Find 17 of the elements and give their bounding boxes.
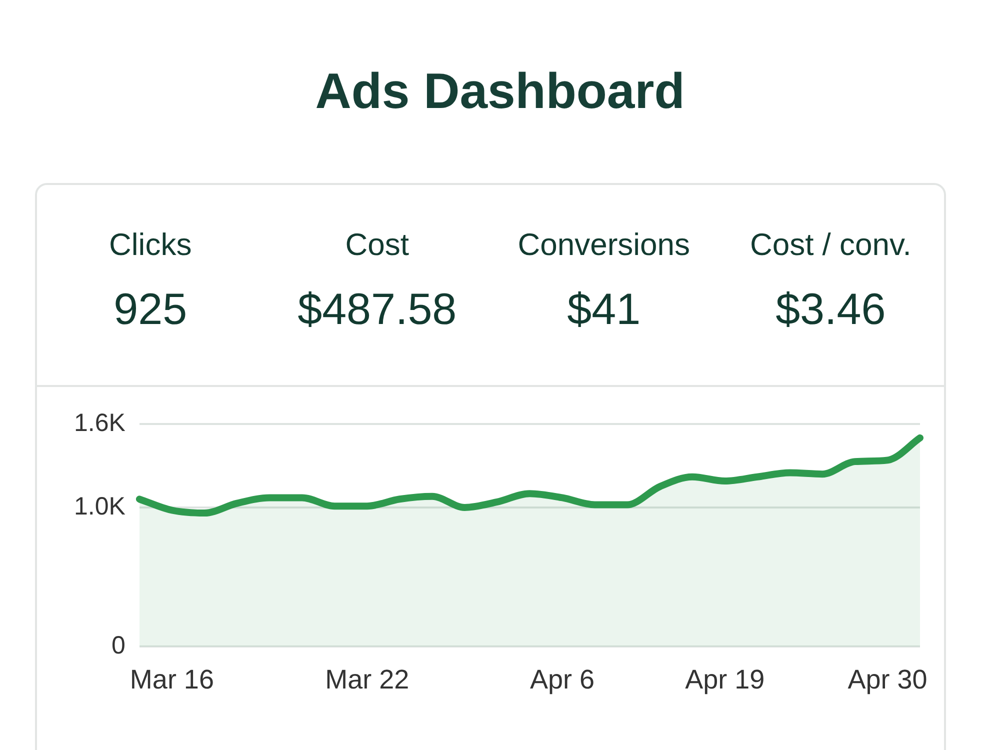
text: Clicks — [108, 227, 193, 263]
text: Conversions — [516, 227, 692, 263]
text: Cost — [344, 227, 410, 263]
y-tick-label: 1.0K — [74, 492, 126, 520]
text: 925 — [112, 285, 188, 335]
y-tick-label: 1.6K — [74, 408, 126, 437]
x-tick-label: Mar 16 — [130, 664, 214, 694]
text: Cost / conv. — [748, 227, 912, 263]
text: $487.58 — [296, 285, 458, 335]
x-tick-label: Apr 6 — [530, 664, 595, 694]
text: $3.46 — [774, 285, 887, 335]
text: $41 — [566, 285, 642, 335]
x-tick-label: Apr 19 — [685, 664, 765, 694]
y-tick-label: 0 — [112, 631, 126, 660]
chart-title: Ads Dashboard — [314, 62, 686, 121]
x-tick-label: Apr 30 — [848, 664, 928, 694]
x-tick-label: Mar 22 — [325, 664, 410, 694]
